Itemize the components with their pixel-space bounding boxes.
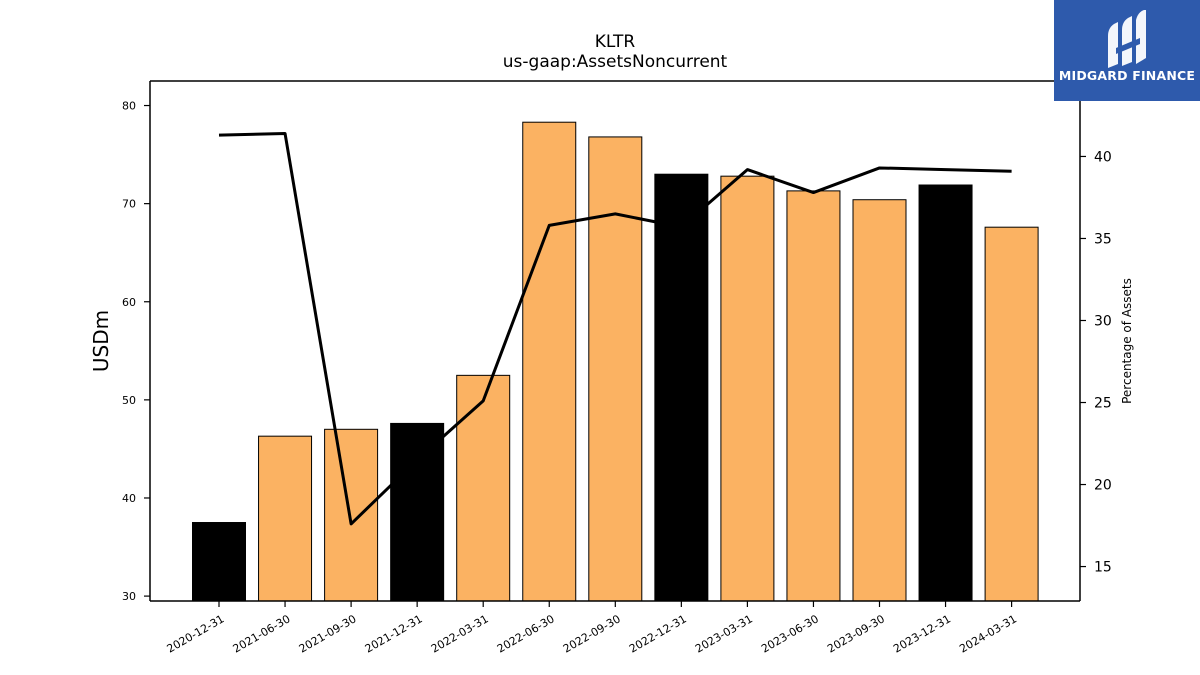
percentage-line [218,131,1012,526]
brand-logo: MIDGARD FINANCE [1054,0,1200,101]
y-tick-label-80: 80 [122,100,136,113]
line-group [218,131,1012,526]
y-tick-label-50: 50 [122,394,136,407]
y2-tick-label-20: 20 [1094,478,1112,494]
x-tick-label-2023-12-31: 2023-12-31 [891,612,953,655]
bar-2020-12-31 [192,522,246,602]
y2-tick-label-25: 25 [1094,396,1112,412]
y2-tick-label-30: 30 [1094,313,1112,329]
x-tick-label-2023-09-30: 2023-09-30 [825,612,887,655]
x-tick-label-2023-06-30: 2023-06-30 [759,612,821,655]
bar-2022-09-30 [588,136,643,602]
y-tick-label-30: 30 [122,590,136,603]
chart-title: KLTR [594,32,636,52]
y-tick-label-40: 40 [122,492,136,505]
bar-2022-03-31 [456,374,511,602]
bar-2023-06-30 [786,190,841,602]
chart-subtitle: us-gaap:AssetsNoncurrent [502,52,728,72]
bar-2023-09-30 [852,199,907,602]
y2-tick-label-40: 40 [1094,149,1112,165]
x-tick-label-2021-09-30: 2021-09-30 [297,612,359,655]
bar-2023-12-31 [918,184,973,602]
brand-logo-text: MIDGARD FINANCE [1058,68,1196,83]
x-tick-label-2020-12-31: 2020-12-31 [165,612,227,655]
bar-2023-03-31 [720,175,775,602]
x-tick-label-2021-06-30: 2021-06-30 [231,612,293,655]
bar-2022-06-30 [522,121,577,602]
x-tick-label-2022-12-31: 2022-12-31 [627,612,689,655]
x-tick-label-2023-03-31: 2023-03-31 [693,612,755,655]
x-tick-label-2022-06-30: 2022-06-30 [495,612,557,655]
bar-2021-12-31 [390,422,445,602]
bar-2022-12-31 [654,173,709,602]
y-tick-label-70: 70 [122,198,136,211]
y2-axis-label: Percentage of Assets [1120,278,1134,404]
y2-tick-label-35: 35 [1094,231,1112,247]
bar-2024-03-31 [984,226,1039,602]
bar-2021-06-30 [258,435,313,602]
y-axis-label: USDm [89,310,113,372]
x-tick-label-2022-09-30: 2022-09-30 [561,612,623,655]
x-tick-label-2024-03-31: 2024-03-31 [957,612,1019,655]
bar-group [192,121,1039,602]
x-tick-label-2021-12-31: 2021-12-31 [363,612,425,655]
y-tick-label-60: 60 [122,296,136,309]
x-tick-label-2022-03-31: 2022-03-31 [429,612,491,655]
brand-mark-icon [1108,10,1146,68]
y2-tick-label-15: 15 [1094,560,1112,576]
